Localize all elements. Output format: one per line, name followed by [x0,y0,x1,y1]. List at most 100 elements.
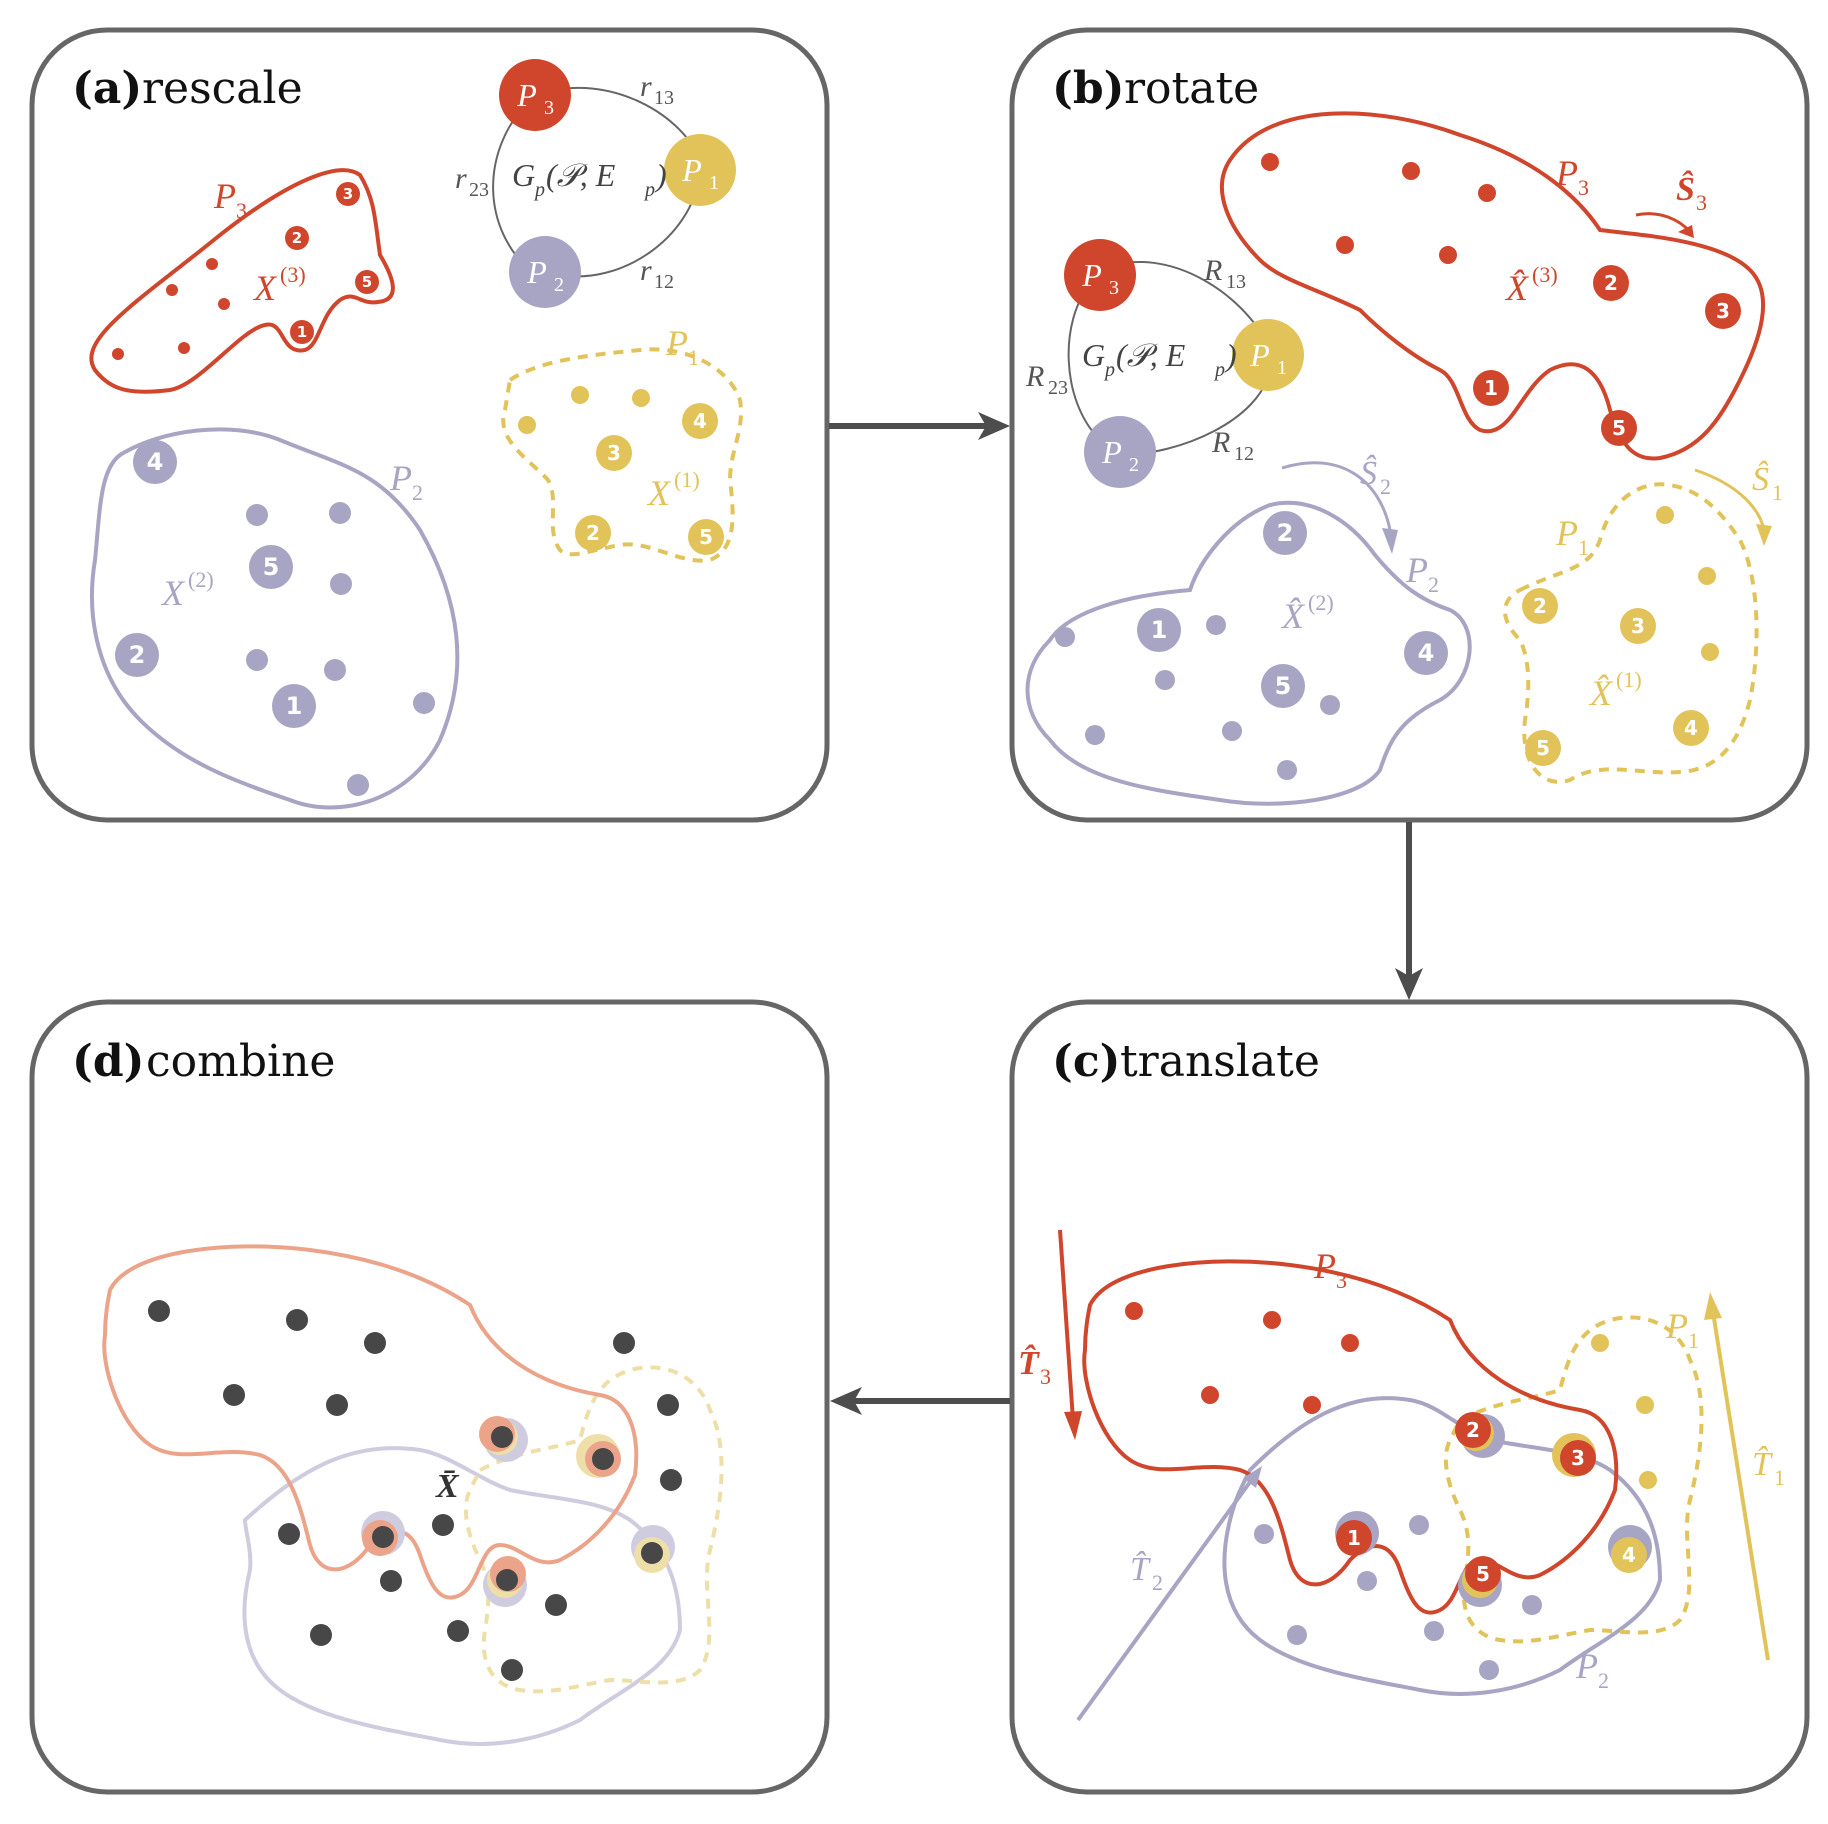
svg-text:T̂: T̂ [1018,1343,1040,1382]
svg-text:3: 3 [1571,1446,1585,1470]
panel-d-frame [29,999,830,1795]
label-a-p1: P 1 X (1) [646,323,700,513]
svg-text:X̂: X̂ [1504,268,1530,308]
svg-text:P: P [389,458,412,498]
points-b-p3 [1261,153,1496,264]
translate-arrow-p1-head [1704,1292,1722,1320]
blob-a-p1 [501,347,743,563]
svg-text:5: 5 [1612,416,1626,440]
panel-b-title: rotate [1124,63,1259,114]
blob-a-p2 [90,427,460,810]
svg-text:2: 2 [412,480,423,505]
panel-a-title: rescale [142,63,303,114]
svg-text:2: 2 [586,521,600,545]
svg-text:X̂: X̂ [1588,673,1614,713]
panel-c-letter: (c) [1052,1036,1120,1087]
rotate-arrow-p2 [1281,461,1392,531]
rotate-arrow-p2-head [1382,528,1398,554]
graph-a-edge-labels: r 13 r 23 r 12 [455,70,674,293]
svg-text:R: R [1203,254,1222,287]
label-c-p1: P 1 [1665,1306,1699,1353]
svg-text:3: 3 [343,185,353,203]
blob-b-p1 [1503,482,1759,784]
label-a-p3: P 3 X (3) [213,176,306,308]
rotate-arrow-p1 [1694,468,1766,531]
label-c-t3: T̂ 3 [1018,1343,1051,1389]
svg-text:(3): (3) [1532,262,1558,287]
svg-text:4: 4 [147,448,164,476]
svg-text:X: X [252,268,278,308]
svg-text:2: 2 [1466,1418,1480,1442]
graph-b-node-p3: P 3 [1064,239,1136,311]
svg-text:r: r [455,162,467,195]
svg-text:P: P [213,176,236,216]
svg-text:P: P [1555,513,1578,553]
svg-text:2: 2 [1533,594,1547,618]
rotate-arrow-p1-head [1756,524,1772,546]
svg-text:1: 1 [709,172,719,194]
svg-text:2: 2 [1380,474,1391,499]
svg-text:P: P [1081,257,1102,293]
panel-b-content: P 3 P 1 P 2 R 13 R 23 R 12 G p (𝒫, E p ) [1025,111,1783,806]
label-d-xbar: X̄ [435,1468,460,1505]
svg-text:2: 2 [1604,271,1618,295]
svg-text:X: X [160,573,186,613]
svg-text:3: 3 [607,441,621,465]
svg-text:1: 1 [1277,357,1287,379]
translate-arrow-p1 [1711,1311,1770,1661]
svg-text:): ) [1224,337,1237,373]
svg-text:5: 5 [1536,736,1550,760]
svg-text:G: G [1082,337,1105,373]
blob-d-p3 [102,1244,639,1600]
points-d-combined [148,1300,682,1681]
svg-text:(2): (2) [1308,590,1334,615]
graph-a-center-label: G p (𝒫, E p ) [512,157,667,201]
svg-text:1: 1 [1347,1526,1361,1550]
svg-text:p: p [643,179,655,201]
svg-text:3: 3 [1040,1364,1051,1389]
svg-text:r: r [640,254,652,287]
label-b-p3: P 3 X̂ (3) Ŝ 3 [1504,153,1707,308]
points-c-p2 [1254,1515,1542,1680]
svg-text:(𝒫, E: (𝒫, E [546,157,616,193]
svg-text:5: 5 [699,525,713,549]
svg-text:5: 5 [362,273,372,291]
numbered-b-p2: 2 1 4 5 [1137,511,1448,708]
panel-a-content: P 3 P 1 P 2 r 13 r 23 r 12 G p (𝒫, E p ) [89,59,743,810]
svg-text:r: r [640,70,652,103]
translate-arrow-p3-head [1064,1411,1082,1440]
points-c-p3 [1125,1302,1359,1414]
svg-text:1: 1 [297,323,307,341]
svg-text:1: 1 [1774,1465,1785,1490]
svg-text:2: 2 [1598,1668,1609,1693]
svg-text:3: 3 [1109,277,1119,299]
svg-text:P: P [1575,1646,1598,1686]
svg-text:P: P [516,77,537,113]
panel-b-letter: (b) [1052,63,1124,114]
svg-text:(1): (1) [674,467,700,492]
panel-c-frame [1009,999,1810,1795]
translate-arrow-p2-head [1243,1466,1262,1488]
rotate-arrow-p3 [1635,212,1692,234]
svg-text:1: 1 [1772,480,1783,505]
blob-d-p1 [463,1365,724,1694]
svg-text:5: 5 [263,553,280,581]
arrow-b-to-c-head [1395,968,1423,1000]
svg-text:P: P [1101,434,1122,470]
svg-text:3: 3 [544,97,554,119]
svg-text:13: 13 [654,87,674,109]
svg-text:12: 12 [1234,443,1254,465]
numbered-b-p3: 2 3 1 5 [1473,265,1741,446]
svg-text:3: 3 [236,198,247,223]
points-a-p2 [246,502,435,796]
numbered-a-p1: 4 3 2 5 [575,403,724,555]
svg-text:23: 23 [1048,377,1068,399]
svg-text:13: 13 [1226,271,1246,293]
halo-d-overlaps [361,1416,675,1607]
svg-text:1: 1 [1151,616,1168,644]
label-c-t1: T̂ 1 [1752,1445,1785,1490]
panel-a-letter: (a) [72,63,142,114]
svg-text:1: 1 [286,692,303,720]
svg-text:(2): (2) [188,567,214,592]
